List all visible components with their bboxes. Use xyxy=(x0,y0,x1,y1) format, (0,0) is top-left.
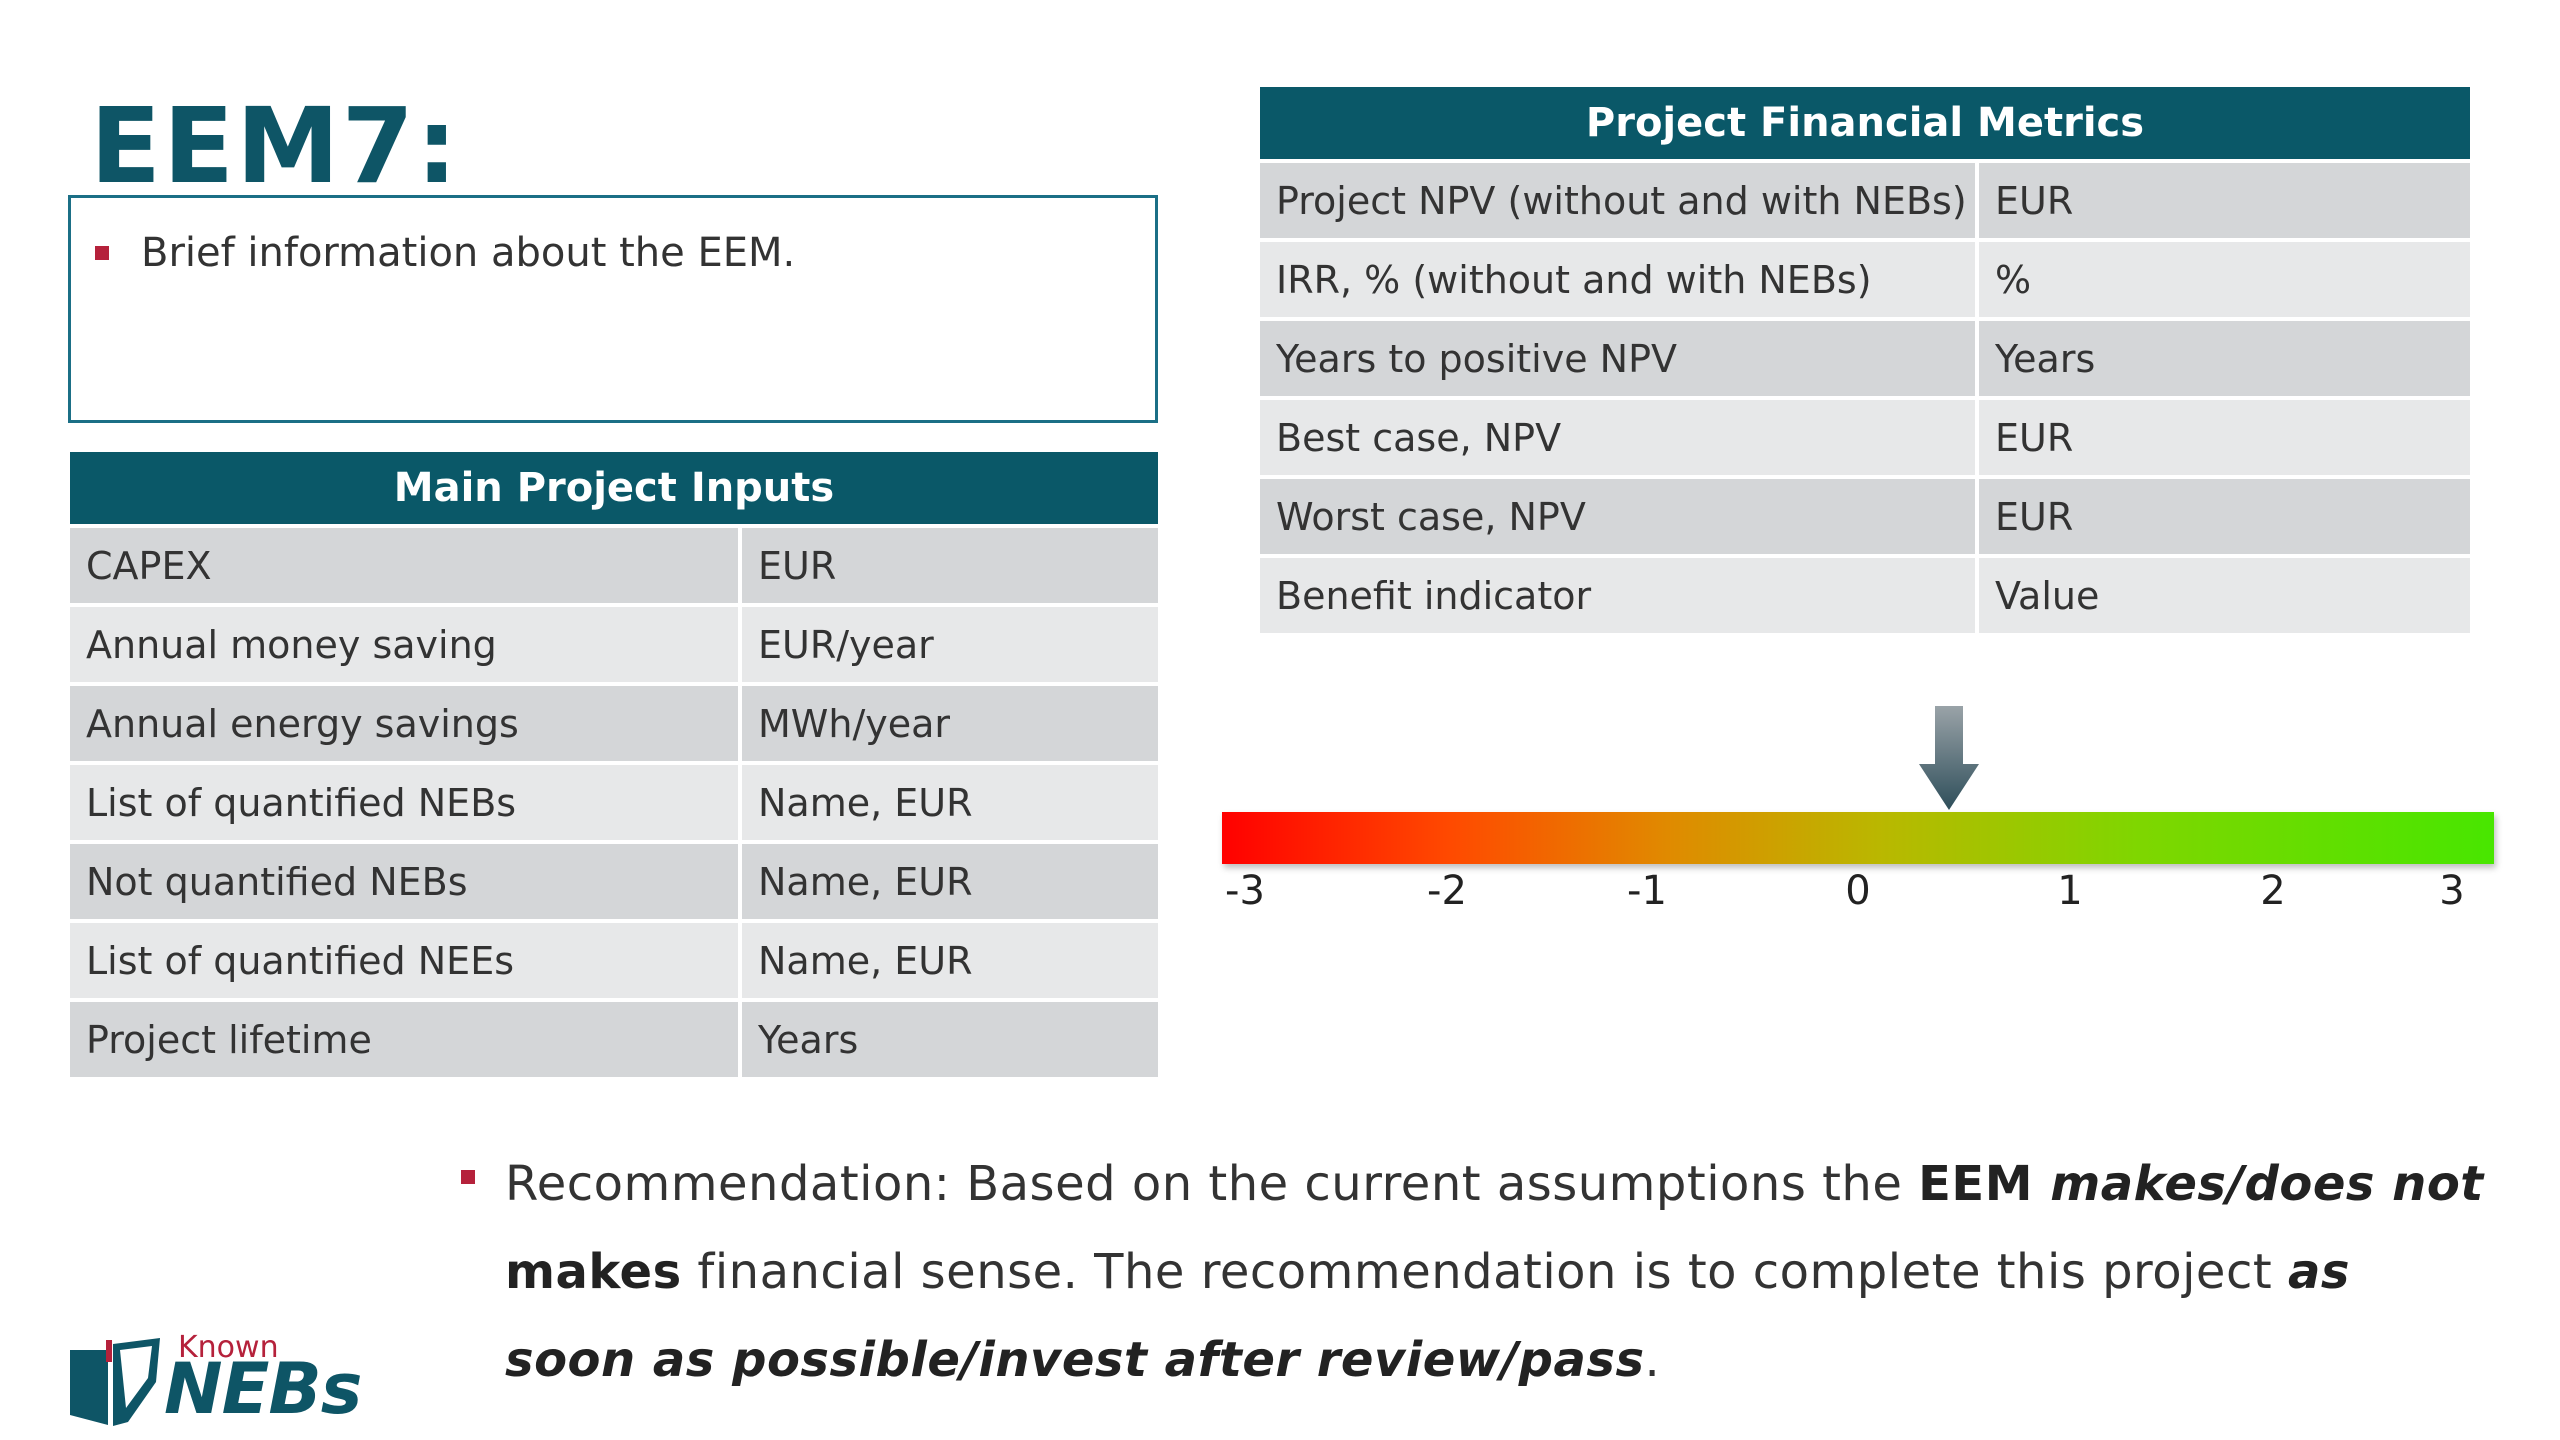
scale-tick-label: -1 xyxy=(1627,868,1667,914)
row-label: Years to positive NPV xyxy=(1260,321,1975,396)
table-row: Project lifetime Years xyxy=(70,1002,1158,1077)
scale-tick-label: -2 xyxy=(1427,868,1467,914)
known-nebs-logo: Known NEBs xyxy=(68,1330,378,1430)
row-unit: Name, EUR xyxy=(742,844,1158,919)
rec-bold-eem: EEM xyxy=(1918,1156,2051,1212)
table-row: IRR, % (without and with NEBs) % xyxy=(1260,242,2470,317)
row-unit: Years xyxy=(1979,321,2470,396)
row-unit: MWh/year xyxy=(742,686,1158,761)
rec-middle: financial sense. The recommendation is t… xyxy=(681,1244,2288,1300)
row-unit: Years xyxy=(742,1002,1158,1077)
bullet-marker xyxy=(461,1170,475,1184)
row-unit: EUR xyxy=(742,528,1158,603)
rec-bold-makes: makes xyxy=(505,1244,682,1300)
table-row: Worst case, NPV EUR xyxy=(1260,479,2470,554)
row-unit: Name, EUR xyxy=(742,765,1158,840)
row-unit: EUR xyxy=(1979,479,2470,554)
row-label: Not quantified NEBs xyxy=(70,844,738,919)
info-box: Brief information about the EEM. xyxy=(68,195,1158,423)
row-label: Annual energy savings xyxy=(70,686,738,761)
row-label: Project NPV (without and with NEBs) xyxy=(1260,163,1975,238)
table-row: Best case, NPV EUR xyxy=(1260,400,2470,475)
table-row: CAPEX EUR xyxy=(70,528,1158,603)
row-label: List of quantified NEEs xyxy=(70,923,738,998)
rec-bolditalic-makes: makes/does not xyxy=(2050,1156,2484,1212)
logo-known-text: Known xyxy=(178,1330,279,1365)
table-row: Project NPV (without and with NEBs) EUR xyxy=(1260,163,2470,238)
table-row: Annual money saving EUR/year xyxy=(70,607,1158,682)
table-row: Benefit indicator Value xyxy=(1260,558,2470,633)
scale-tick-label: 3 xyxy=(2439,868,2465,914)
recommendation-text: Recommendation: Based on the current ass… xyxy=(505,1140,2495,1404)
rec-prefix: Recommendation: Based on the current ass… xyxy=(505,1156,1919,1212)
row-unit: Value xyxy=(1979,558,2470,633)
benefit-scale-bar xyxy=(1222,812,2494,864)
row-label: CAPEX xyxy=(70,528,738,603)
metrics-table-header: Project Financial Metrics xyxy=(1260,87,2470,159)
row-label: Benefit indicator xyxy=(1260,558,1975,633)
info-text: Brief information about the EEM. xyxy=(141,230,796,276)
table-row: List of quantified NEEs Name, EUR xyxy=(70,923,1158,998)
table-row: Years to positive NPV Years xyxy=(1260,321,2470,396)
table-row: List of quantified NEBs Name, EUR xyxy=(70,765,1158,840)
row-label: Best case, NPV xyxy=(1260,400,1975,475)
logo-mark-icon xyxy=(70,1338,160,1426)
rec-bolditalic-options: as soon as possible/invest after review/… xyxy=(505,1244,2350,1388)
table-row: Not quantified NEBs Name, EUR xyxy=(70,844,1158,919)
main-project-inputs-table: Main Project Inputs CAPEX EUR Annual mon… xyxy=(66,448,1162,1081)
row-label: List of quantified NEBs xyxy=(70,765,738,840)
table-row: Annual energy savings MWh/year xyxy=(70,686,1158,761)
row-unit: % xyxy=(1979,242,2470,317)
row-label: Project lifetime xyxy=(70,1002,738,1077)
row-label: Worst case, NPV xyxy=(1260,479,1975,554)
down-arrow-icon xyxy=(1919,706,1979,810)
row-unit: EUR/year xyxy=(742,607,1158,682)
slide-title: EEM7: xyxy=(90,85,460,207)
scale-tick-label: 2 xyxy=(2260,868,2286,914)
bullet-marker xyxy=(95,246,109,260)
scale-tick-label: 1 xyxy=(2057,868,2083,914)
rec-suffix: . xyxy=(1644,1332,1661,1388)
scale-tick-label: 0 xyxy=(1845,868,1871,914)
scale-tick-label: -3 xyxy=(1225,868,1265,914)
row-label: IRR, % (without and with NEBs) xyxy=(1260,242,1975,317)
row-unit: EUR xyxy=(1979,400,2470,475)
row-label: Annual money saving xyxy=(70,607,738,682)
inputs-table-header: Main Project Inputs xyxy=(70,452,1158,524)
project-financial-metrics-table: Project Financial Metrics Project NPV (w… xyxy=(1256,83,2474,637)
logo-nebs-text: NEBs xyxy=(164,1348,362,1430)
row-unit: Name, EUR xyxy=(742,923,1158,998)
row-unit: EUR xyxy=(1979,163,2470,238)
